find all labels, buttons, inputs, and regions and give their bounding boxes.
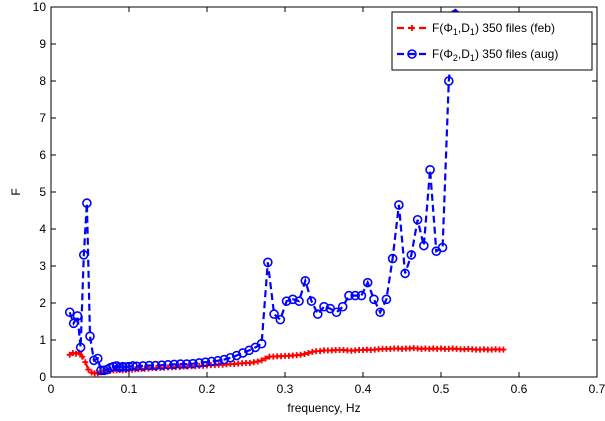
data-point xyxy=(175,359,186,369)
data-point xyxy=(350,290,361,301)
data-point xyxy=(82,198,92,208)
data-point xyxy=(300,275,311,286)
data-point xyxy=(263,257,273,268)
data-point xyxy=(362,277,373,288)
data-point xyxy=(500,346,507,353)
data-point xyxy=(128,361,138,371)
data-point xyxy=(425,165,435,175)
data-point xyxy=(206,356,217,367)
data-point xyxy=(156,360,167,370)
x-tick-label: 0.1 xyxy=(121,382,138,396)
data-point xyxy=(269,309,279,319)
data-point xyxy=(75,342,86,353)
x-axis-label: frequency, Hz xyxy=(287,401,360,415)
data-point xyxy=(412,214,423,225)
data-point xyxy=(437,242,448,253)
legend-marker xyxy=(409,25,415,31)
data-point xyxy=(275,314,286,325)
series-layer xyxy=(64,7,507,377)
data-point xyxy=(78,250,89,260)
data-point xyxy=(181,359,192,369)
y-tick-label: 9 xyxy=(39,37,46,51)
data-point xyxy=(406,250,417,260)
data-point xyxy=(369,294,379,305)
axis-ticks: 0 0.1 0.2 0.3 0.4 0.5 0.6 0.7 0 1 2 3 4 5 6 7 8 9 10 xyxy=(33,0,605,396)
legend-box xyxy=(391,11,593,71)
x-tick-label: 0.6 xyxy=(511,382,528,396)
data-point xyxy=(72,350,79,357)
data-point xyxy=(96,365,106,376)
data-point xyxy=(163,359,173,370)
data-point xyxy=(394,200,404,210)
data-point xyxy=(287,294,298,305)
data-point xyxy=(281,296,292,306)
legend: F(Φ1,D1) 350 files (feb) F(Φ2,D1) 350 fil… xyxy=(391,11,593,71)
data-point xyxy=(194,358,204,368)
y-tick-label: 7 xyxy=(39,111,46,125)
data-point xyxy=(254,358,261,365)
y-tick-label: 2 xyxy=(39,296,46,310)
data-point xyxy=(331,307,342,318)
y-tick-label: 4 xyxy=(39,222,46,236)
data-point xyxy=(213,355,223,366)
data-point xyxy=(344,290,354,301)
x-tick-label: 0.7 xyxy=(589,382,605,396)
data-point xyxy=(188,358,198,369)
data-point xyxy=(169,359,180,370)
x-tick-label: 0.2 xyxy=(199,382,216,396)
data-point xyxy=(381,294,392,305)
data-point xyxy=(219,354,229,365)
data-point xyxy=(419,240,429,251)
data-point xyxy=(256,338,267,349)
data-point xyxy=(138,361,148,371)
data-point xyxy=(225,352,236,363)
x-tick-label: 0.3 xyxy=(277,382,294,396)
legend-entry-aug: F(Φ2,D1) 350 files (aug) xyxy=(397,47,558,63)
data-point xyxy=(306,296,317,306)
y-tick-label: 0 xyxy=(39,370,46,384)
data-point xyxy=(79,353,86,360)
data-point xyxy=(82,359,89,366)
data-point xyxy=(85,331,95,342)
legend-label: F(Φ1,D1) 350 files (feb) xyxy=(432,21,555,37)
data-point xyxy=(301,351,308,358)
legend-label: F(Φ2,D1) 350 files (aug) xyxy=(432,47,558,63)
y-tick-label: 1 xyxy=(39,333,46,347)
data-point xyxy=(337,301,348,312)
y-tick-label: 5 xyxy=(39,185,46,199)
legend-marker xyxy=(407,49,417,59)
data-point xyxy=(356,290,367,301)
data-point xyxy=(144,360,155,371)
data-point xyxy=(375,307,385,318)
legend-entry-feb: F(Φ1,D1) 350 files (feb) xyxy=(397,21,555,37)
data-point xyxy=(319,301,329,312)
y-tick-label: 6 xyxy=(39,148,46,162)
data-point xyxy=(72,311,83,321)
x-tick-label: 0 xyxy=(48,382,55,396)
y-tick-label: 3 xyxy=(39,259,46,273)
y-tick-label: 10 xyxy=(33,0,47,14)
data-point xyxy=(200,357,211,368)
data-point xyxy=(132,361,142,372)
data-point xyxy=(85,366,92,373)
data-point xyxy=(68,318,79,329)
data-point xyxy=(262,355,269,362)
data-point xyxy=(443,76,454,86)
data-point xyxy=(258,357,265,364)
data-point xyxy=(400,268,410,279)
data-point xyxy=(294,296,304,306)
data-point xyxy=(387,253,398,264)
data-point xyxy=(66,351,73,358)
x-tick-label: 0.5 xyxy=(433,382,450,396)
data-point xyxy=(93,353,103,364)
y-tick-label: 8 xyxy=(39,74,46,88)
y-axis-label: F xyxy=(9,188,23,195)
data-point xyxy=(150,360,161,371)
data-point xyxy=(305,349,312,356)
data-point xyxy=(312,309,323,319)
x-tick-label: 0.4 xyxy=(355,382,372,396)
data-point xyxy=(64,307,75,318)
series-aug xyxy=(64,7,460,376)
